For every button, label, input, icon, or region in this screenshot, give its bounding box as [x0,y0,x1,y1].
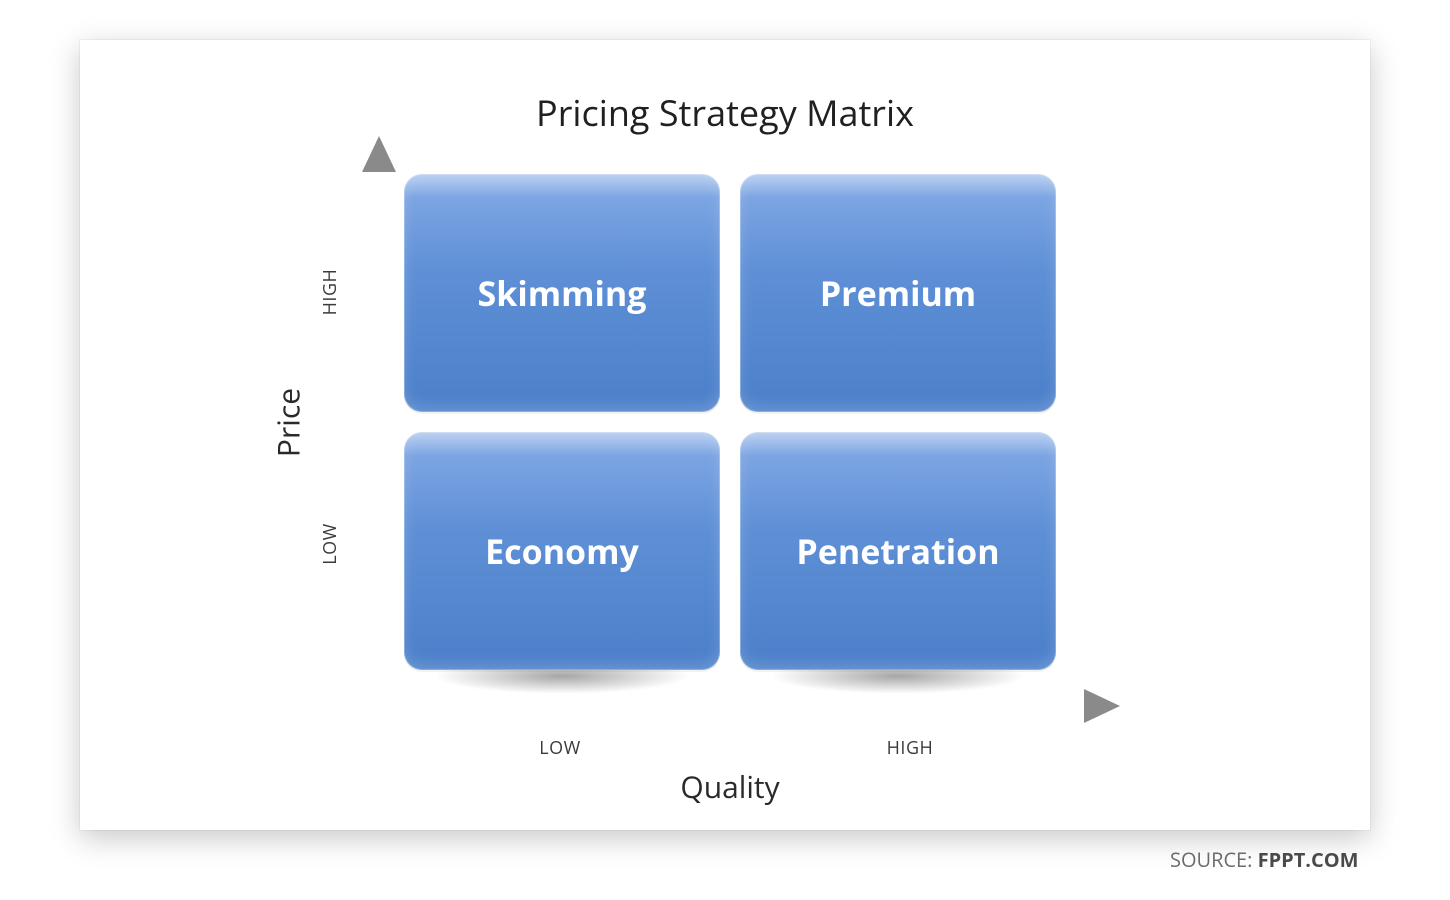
quad-skimming: Skimming [404,174,720,412]
quad-label: Economy [485,528,639,574]
quad-label: Penetration [796,528,999,574]
quad-economy: Economy [404,432,720,670]
y-axis-arrowhead [362,136,396,172]
quad-premium: Premium [740,174,1056,412]
y-tick-low: LOW [318,514,342,574]
x-axis-label: Quality [630,766,830,807]
quad-label: Skimming [478,270,647,316]
stage: Pricing Strategy Matrix Price HIGH LOW Q… [0,0,1450,900]
y-axis-label: Price [268,373,309,473]
axes [0,0,1450,900]
quad-label: Premium [820,270,976,316]
x-tick-low: LOW [500,736,620,760]
source-attribution: SOURCE: FPPT.COM [1170,846,1359,873]
source-prefix: SOURCE: [1170,846,1258,873]
source-text: FPPT.COM [1258,846,1359,873]
y-tick-high: HIGH [318,262,342,322]
x-tick-high: HIGH [850,736,970,760]
quad-penetration: Penetration [740,432,1056,670]
x-axis-arrowhead [1084,689,1120,723]
